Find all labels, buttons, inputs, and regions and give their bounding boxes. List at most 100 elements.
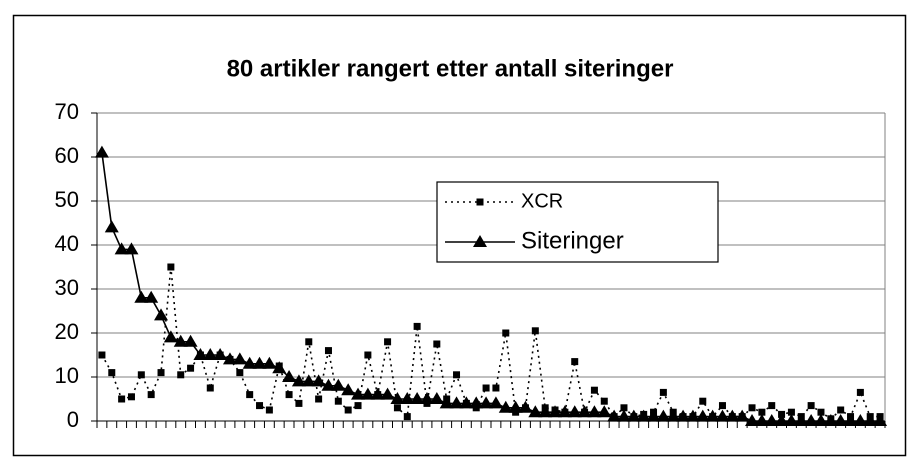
data-point [114,242,129,255]
data-point [758,408,766,416]
data-point [98,351,106,359]
data-point [745,414,760,426]
data-point [843,414,858,426]
data-point [685,409,700,422]
data-point [607,409,622,422]
data-point [127,393,135,401]
data-point [187,364,195,372]
data-point [232,352,247,365]
y-tick-label: 50 [55,187,79,212]
data-point [764,414,779,426]
data-point [282,370,297,382]
data-point [134,290,149,303]
data-point [433,340,441,348]
data-point [183,334,198,347]
data-point [413,322,421,330]
data-point [147,391,155,399]
data-point [331,378,346,391]
data-point [659,388,667,396]
data-point [837,406,845,414]
data-point [666,409,681,422]
data-point [222,352,237,365]
data-point [246,391,254,399]
data-point [429,392,444,404]
data-point [324,347,332,355]
data-point [419,392,434,404]
data-point [453,371,461,379]
data-point [492,384,500,392]
y-tick-label: 20 [55,319,79,344]
y-tick-label: 70 [55,99,79,124]
data-point [410,392,425,404]
data-point [695,409,710,422]
data-point [597,405,612,418]
data-point [784,414,799,426]
data-point [360,387,375,400]
data-point [173,334,188,347]
data-point [301,374,316,387]
data-point [144,290,159,303]
legend-marker [473,235,487,247]
data-point [754,414,769,426]
data-point [557,405,572,418]
y-tick-label: 10 [55,363,79,388]
data-point [873,414,888,426]
data-point [794,414,809,426]
data-point [384,338,392,346]
data-point [699,397,707,405]
data-point [620,404,628,412]
data-point [206,384,214,392]
data-point [193,348,208,360]
data-point [715,409,730,422]
data-point [341,383,356,396]
y-tick-label: 60 [55,143,79,168]
data-point [390,392,405,404]
data-point [236,369,244,377]
data-point [291,374,306,387]
data-point [676,409,691,422]
data-point [272,361,287,374]
data-point [311,374,326,387]
y-tick-label: 0 [67,407,79,432]
data-point [748,404,756,412]
data-point [157,369,165,377]
data-point [600,397,608,405]
y-tick-label: 40 [55,231,79,256]
data-point [768,402,776,410]
data-point [813,414,828,426]
data-point [252,356,267,369]
data-point [393,404,401,412]
data-point [479,396,494,409]
data-point [646,409,661,422]
data-point [577,405,592,418]
data-point [725,409,740,422]
data-point [571,358,579,366]
legend-label: XCR [521,190,563,212]
data-point [344,406,352,414]
data-point [508,400,523,413]
data-point [108,369,116,377]
data-point [531,327,539,335]
data-point [334,397,342,405]
data-point [863,414,878,426]
data-point [807,402,815,410]
data-point [262,356,277,369]
data-point [163,330,178,343]
data-point [203,348,218,360]
data-point [167,263,175,271]
data-point [482,384,490,392]
data-point [856,388,864,396]
data-point [833,414,848,426]
data-point [787,408,795,416]
data-point [104,220,119,233]
data-point [636,409,651,422]
data-point [154,308,169,321]
data-point [439,396,454,409]
data-point [137,371,145,379]
data-point [567,405,582,418]
data-point [94,145,109,158]
data-point [213,348,228,360]
data-point [518,400,533,413]
data-point [256,402,264,410]
